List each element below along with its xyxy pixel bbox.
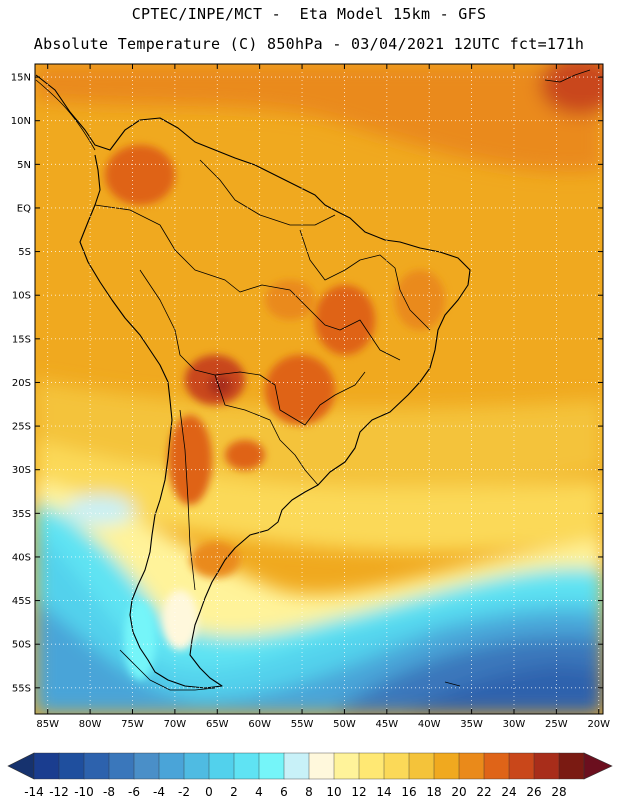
colorbar-label: 4 bbox=[255, 785, 263, 799]
lon-label: 40W bbox=[418, 719, 441, 730]
lon-label: 30W bbox=[503, 719, 526, 730]
colorbar-swatch bbox=[183, 752, 210, 780]
colorbar-label: 24 bbox=[501, 785, 516, 799]
lon-label: 80W bbox=[79, 719, 102, 730]
colorbar-label: -12 bbox=[49, 785, 69, 799]
lat-label: 30S bbox=[12, 465, 31, 476]
colorbar-label: 14 bbox=[376, 785, 391, 799]
lat-label: 10S bbox=[12, 291, 31, 302]
colorbar-label: 10 bbox=[326, 785, 341, 799]
lon-label: 65W bbox=[206, 719, 229, 730]
colorbar-swatch bbox=[433, 752, 460, 780]
axis-ticks bbox=[35, 64, 603, 714]
lat-label: EQ bbox=[17, 203, 31, 214]
colorbar-label: 2 bbox=[230, 785, 238, 799]
colorbar-label: 0 bbox=[205, 785, 213, 799]
lat-label: 25S bbox=[12, 422, 31, 433]
lon-label: 60W bbox=[248, 719, 271, 730]
colorbar-swatch bbox=[83, 752, 110, 780]
colorbar-label: 22 bbox=[476, 785, 491, 799]
lat-labels: 15N 10N 5N EQ 5S 10S 15S 20S 25S 30S 35S 40S 45S 50S 5… bbox=[11, 73, 31, 695]
coastline bbox=[35, 69, 591, 691]
map-frame bbox=[34, 63, 604, 715]
colorbar-swatch bbox=[283, 752, 310, 780]
lon-label: 70W bbox=[164, 719, 187, 730]
colorbar-label: 12 bbox=[351, 785, 366, 799]
lat-label: 10N bbox=[11, 116, 31, 127]
lat-label: 45S bbox=[12, 596, 31, 607]
colorbar-swatch bbox=[483, 752, 510, 780]
colorbar-label: -4 bbox=[153, 785, 165, 799]
lat-label: 35S bbox=[12, 509, 31, 520]
colorbar-swatch bbox=[208, 752, 235, 780]
lat-label: 5S bbox=[18, 247, 31, 258]
lon-label: 55W bbox=[291, 719, 314, 730]
colorbar bbox=[7, 752, 613, 780]
colorbar-swatch bbox=[383, 752, 410, 780]
colorbar-over-arrow bbox=[583, 752, 613, 780]
colorbar-swatch bbox=[233, 752, 260, 780]
colorbar-swatch bbox=[158, 752, 185, 780]
colorbar-swatch bbox=[408, 752, 435, 780]
lat-label: 5N bbox=[17, 160, 31, 171]
lat-label: 15N bbox=[11, 73, 31, 84]
lon-labels: 85W 80W 75W 70W 65W 60W 55W 50W 45W 40W 35W 30W 25W 2… bbox=[36, 719, 610, 730]
lon-label: 50W bbox=[333, 719, 356, 730]
lon-label: 75W bbox=[121, 719, 144, 730]
colorbar-under-arrow bbox=[7, 752, 35, 780]
colorbar-swatch bbox=[508, 752, 535, 780]
colorbar-swatch bbox=[533, 752, 560, 780]
lon-label: 85W bbox=[36, 719, 59, 730]
colorbar-label: 20 bbox=[451, 785, 466, 799]
colorbar-labels: -14 -12 -10 -8 -6 -4 -2 0 2 4 6 8 10 12 14 16 18 20 22 24 26… bbox=[24, 785, 566, 799]
colorbar-swatch bbox=[558, 752, 585, 780]
lat-label: 40S bbox=[12, 552, 31, 563]
colorbar-label: -8 bbox=[103, 785, 115, 799]
colorbar-label: -6 bbox=[128, 785, 140, 799]
colorbar-swatch bbox=[58, 752, 85, 780]
lat-label: 15S bbox=[12, 334, 31, 345]
colorbar-swatch bbox=[108, 752, 135, 780]
colorbar-swatch bbox=[358, 752, 385, 780]
colorbar-label: 18 bbox=[426, 785, 441, 799]
title-line-2: Absolute Temperature (C) 850hPa - 03/04/… bbox=[33, 35, 585, 53]
colorbar-label: 6 bbox=[280, 785, 288, 799]
lat-label: 50S bbox=[12, 640, 31, 651]
colorbar-label: 8 bbox=[305, 785, 313, 799]
lat-lon-grid bbox=[35, 64, 603, 714]
temperature-field bbox=[35, 64, 603, 714]
colorbar-swatch bbox=[308, 752, 335, 780]
lon-label: 45W bbox=[376, 719, 399, 730]
colorbar-label: 26 bbox=[526, 785, 541, 799]
title-line-1: CPTEC/INPE/MCT - Eta Model 15km - GFS bbox=[131, 5, 487, 23]
lon-label: 20W bbox=[587, 719, 610, 730]
colorbar-swatch bbox=[258, 752, 285, 780]
lon-label: 35W bbox=[460, 719, 483, 730]
colorbar-label: -10 bbox=[74, 785, 94, 799]
colorbar-label: 16 bbox=[401, 785, 416, 799]
colorbar-swatch bbox=[133, 752, 160, 780]
lat-label: 20S bbox=[12, 378, 31, 389]
colorbar-swatch bbox=[458, 752, 485, 780]
colorbar-label: -2 bbox=[178, 785, 190, 799]
lon-label: 25W bbox=[545, 719, 568, 730]
colorbar-swatch bbox=[333, 752, 360, 780]
colorbar-label: 28 bbox=[551, 785, 566, 799]
colorbar-label: -14 bbox=[24, 785, 44, 799]
lat-label: 55S bbox=[12, 683, 31, 694]
colorbar-swatch bbox=[33, 752, 60, 780]
